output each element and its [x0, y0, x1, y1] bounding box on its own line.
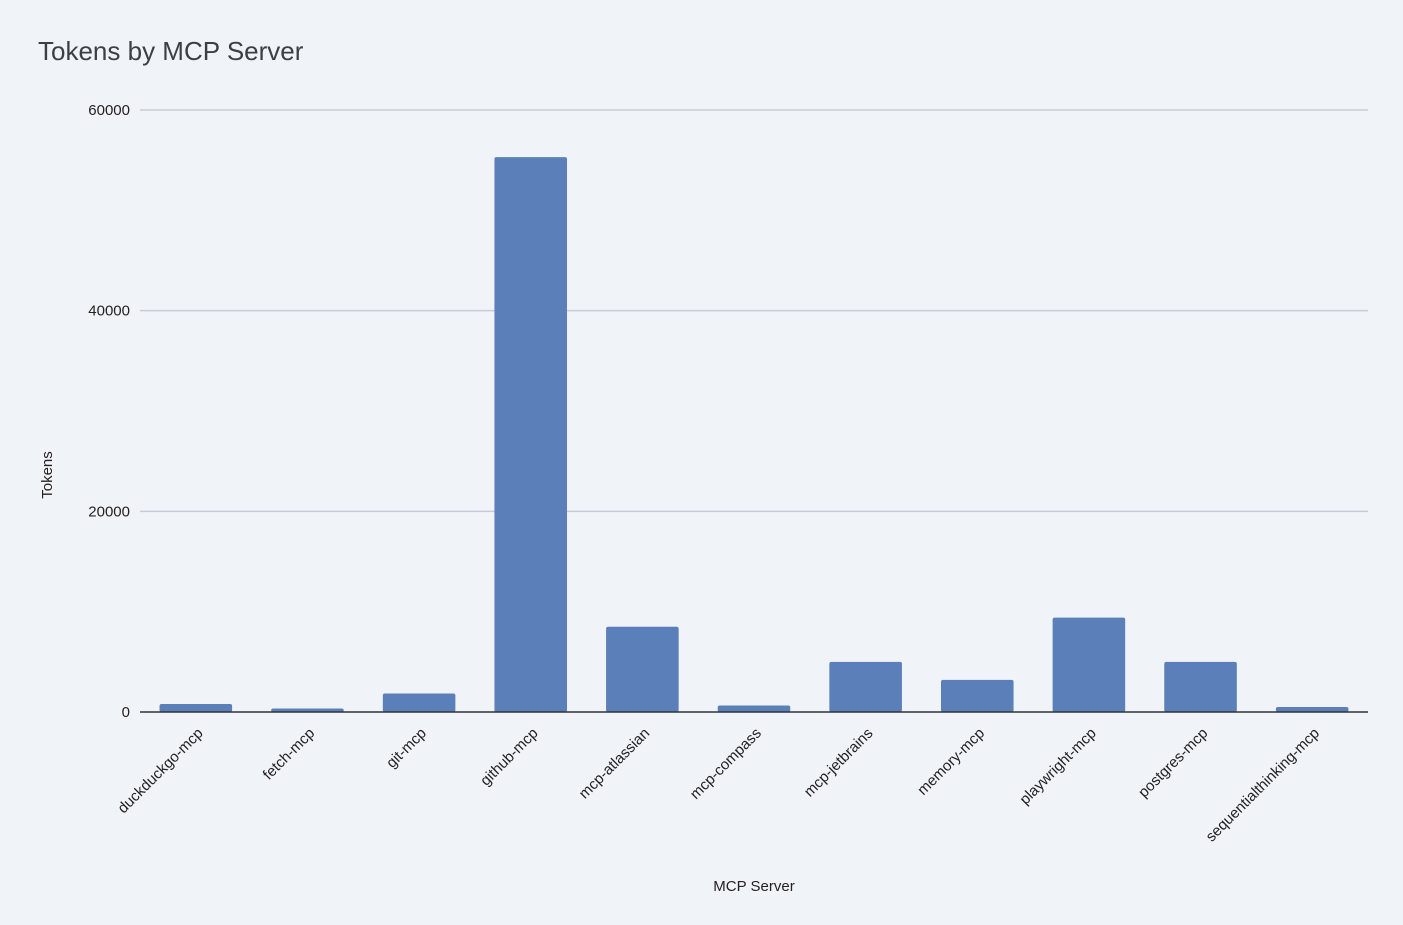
- x-tick-label: duckduckgo-mcp: [114, 725, 206, 817]
- x-tick-label: playwright-mcp: [1016, 725, 1099, 808]
- bar-memory-mcp: [940, 679, 1014, 712]
- y-tick-label: 40000: [88, 303, 130, 320]
- x-tick-label: postgres-mcp: [1135, 725, 1211, 801]
- x-axis-title: MCP Server: [713, 878, 794, 895]
- bar-postgres-mcp: [1164, 661, 1237, 712]
- x-tick-label: github-mcp: [477, 725, 541, 789]
- bar-fetch-mcp: [271, 708, 344, 712]
- x-tick-label: mcp-compass: [687, 725, 765, 803]
- bar-sequentialthinking-mcp: [1275, 706, 1349, 712]
- y-tick-label: 20000: [88, 503, 130, 520]
- y-tick-label: 60000: [88, 102, 130, 119]
- x-tick-label: mcp-atlassian: [576, 725, 653, 802]
- bars: [159, 157, 1349, 712]
- bar-mcp-compass: [717, 705, 791, 712]
- y-axis-title: Tokens: [39, 451, 56, 499]
- bar-playwright-mcp: [1052, 617, 1126, 712]
- x-tick-label: sequentialthinking-mcp: [1203, 725, 1324, 846]
- bar-mcp-atlassian: [606, 626, 679, 712]
- x-tick-label: memory-mcp: [914, 725, 988, 799]
- tick-labels: 0 20000 40000 60000 duckduckgo-mcp fetch-mcp g…: [88, 102, 1323, 845]
- bar-duckduckgo-mcp: [159, 703, 233, 712]
- bar-github-mcp: [494, 157, 568, 712]
- y-tick-label: 0: [122, 704, 130, 721]
- bar-mcp-jetbrains: [829, 661, 902, 712]
- chart-title: Tokens by MCP Server: [38, 36, 304, 66]
- bar-git-mcp: [382, 693, 456, 712]
- x-tick-label: fetch-mcp: [260, 725, 319, 784]
- x-tick-label: mcp-jetbrains: [801, 725, 877, 801]
- gridlines: [140, 109, 1368, 513]
- x-tick-label: git-mcp: [383, 725, 430, 772]
